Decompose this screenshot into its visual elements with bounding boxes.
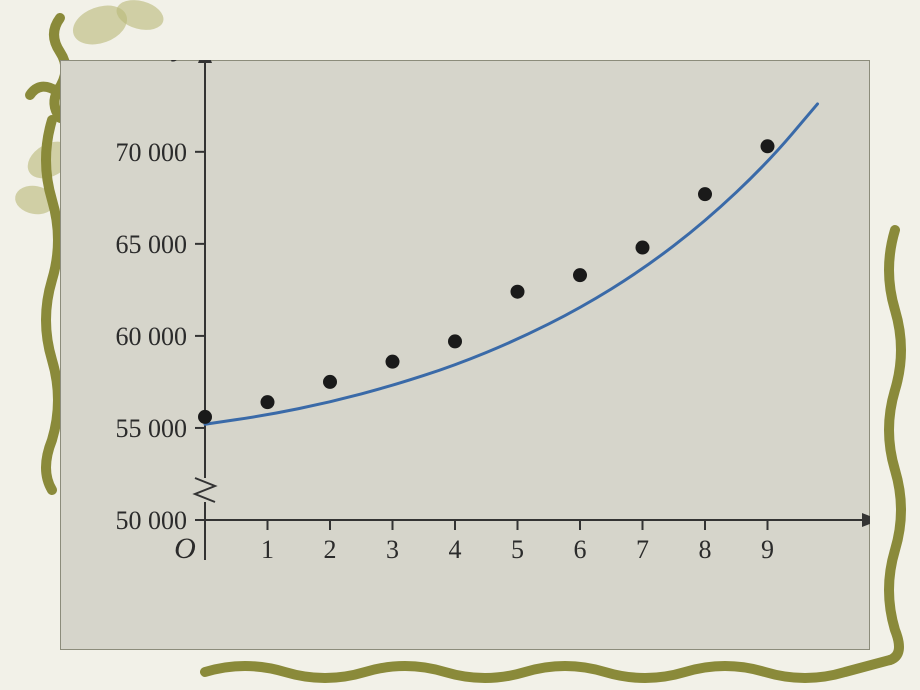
x-tick-label: 5 [511, 535, 524, 564]
chart-panel: 50 000 55 000 60 000 65 000 70 000 1 2 3 4 5 6 7 8 9 O… [60, 60, 870, 650]
data-point [698, 187, 712, 201]
x-tick-label: 3 [386, 535, 399, 564]
y-axis-label: y [171, 60, 188, 62]
x-tick-label: 4 [449, 535, 462, 564]
data-point [261, 395, 275, 409]
data-point [761, 139, 775, 153]
x-tick-label: 6 [574, 535, 587, 564]
y-tick-label: 70 000 [116, 138, 188, 167]
y-arrow [198, 60, 212, 63]
x-tick-label: 7 [636, 535, 649, 564]
data-point [636, 241, 650, 255]
x-tick-label: 9 [761, 535, 774, 564]
x-tick-label: 1 [261, 535, 274, 564]
y-tick-label: 65 000 [116, 230, 188, 259]
x-tick-label: 2 [324, 535, 337, 564]
y-tick-label: 60 000 [116, 322, 188, 351]
y-tick-label: 55 000 [116, 414, 188, 443]
data-point [448, 334, 462, 348]
y-tick-label: 50 000 [116, 506, 188, 535]
data-point [323, 375, 337, 389]
data-point [386, 355, 400, 369]
chart-svg: 50 000 55 000 60 000 65 000 70 000 1 2 3 4 5 6 7 8 9 O… [60, 60, 870, 650]
data-point [198, 410, 212, 424]
x-tick-label: 8 [699, 535, 712, 564]
data-point [511, 285, 525, 299]
origin-label: O [174, 532, 196, 565]
data-point [573, 268, 587, 282]
